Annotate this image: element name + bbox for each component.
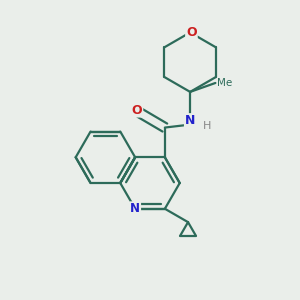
Text: O: O xyxy=(132,103,142,117)
Text: N: N xyxy=(185,114,195,127)
Text: Me: Me xyxy=(217,78,232,88)
Text: N: N xyxy=(130,202,140,215)
Text: O: O xyxy=(186,26,197,39)
Text: H: H xyxy=(203,121,211,131)
